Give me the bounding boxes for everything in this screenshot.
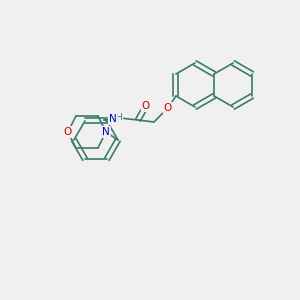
Text: O: O — [64, 127, 72, 137]
Text: H: H — [116, 112, 122, 122]
Text: N: N — [102, 127, 110, 137]
Text: O: O — [142, 101, 150, 111]
Text: N: N — [109, 114, 117, 124]
Text: O: O — [164, 103, 172, 113]
